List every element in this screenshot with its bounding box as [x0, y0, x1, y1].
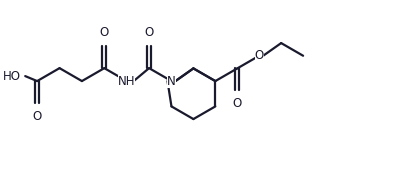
Text: O: O: [100, 26, 109, 39]
Text: N: N: [167, 75, 175, 88]
Text: NH: NH: [118, 75, 135, 88]
Text: HO: HO: [3, 70, 21, 83]
Text: O: O: [232, 97, 241, 110]
Text: O: O: [254, 49, 263, 62]
Text: O: O: [144, 26, 153, 39]
Text: O: O: [32, 110, 42, 123]
